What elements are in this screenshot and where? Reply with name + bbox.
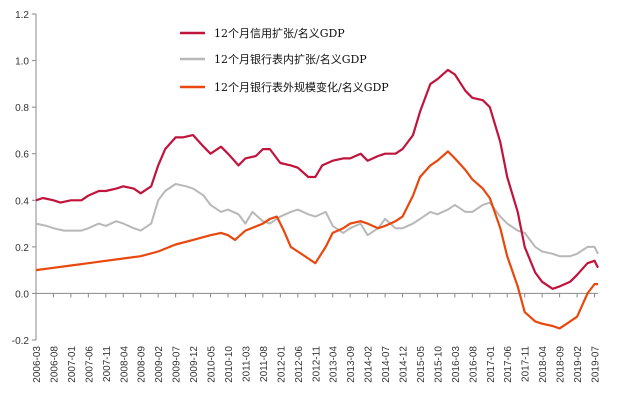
x-tick-label: 2007-01 — [67, 346, 78, 383]
x-tick-label: 2013-09 — [346, 346, 357, 383]
series-line-onbalance — [35, 183, 599, 258]
x-tick-label: 2018-04 — [538, 346, 549, 383]
x-tick-label: 2014-07 — [381, 346, 392, 383]
x-tick-label: 2015-10 — [433, 346, 444, 383]
legend-label-offbalance: 12个月银行表外规模变化/名义GDP — [214, 80, 389, 94]
series-layer — [35, 68, 599, 330]
x-tick-label: 2013-04 — [329, 346, 340, 383]
legend-item-credit: 12个月信用扩张/名义GDP — [180, 26, 345, 40]
x-tick-label: 2016-03 — [451, 346, 462, 383]
x-tick-label: 2018-09 — [556, 346, 567, 383]
x-tick-label: 2014-02 — [364, 346, 375, 383]
y-tick-label: -0.2 — [12, 336, 30, 347]
x-tick-label: 2012-11 — [311, 346, 322, 382]
legend-label-credit: 12个月信用扩张/名义GDP — [214, 26, 345, 40]
x-tick-label: 2011-03 — [241, 346, 252, 382]
x-tick-label: 2007-11 — [102, 346, 113, 382]
x-tick-label: 2019-07 — [591, 346, 602, 383]
legend-item-offbalance: 12个月银行表外规模变化/名义GDP — [180, 80, 389, 94]
x-tick-label: 2017-11 — [521, 346, 532, 382]
x-tick-label: 2010-10 — [224, 346, 235, 383]
y-tick-label: 0.4 — [15, 196, 29, 207]
x-tick-label: 2011-08 — [259, 346, 270, 382]
series-line-offbalance — [35, 150, 598, 330]
x-tick-label: 2006-08 — [49, 346, 60, 383]
legend-item-onbalance: 12个月银行表内扩张/名义GDP — [180, 52, 367, 66]
x-tick-label: 2009-02 — [154, 346, 165, 383]
x-tick-label: 2012-06 — [294, 346, 305, 383]
y-tick-label: 1.2 — [15, 10, 29, 21]
x-tick-label: 2015-05 — [416, 346, 427, 383]
y-tick-label: 0.0 — [15, 289, 29, 300]
series-line-credit — [35, 68, 599, 290]
x-tick-label: 2008-04 — [119, 346, 130, 383]
x-tick-label: 2010-05 — [207, 346, 218, 383]
x-tick-label: 2009-07 — [172, 346, 183, 383]
x-tick-label: 2017-06 — [503, 346, 514, 383]
x-tick-label: 2019-02 — [573, 346, 584, 383]
x-axis-ticks: 2006-03 2006-08 2007-01 2007-06 2007-11 2008-… — [32, 293, 602, 383]
x-tick-label: 2012-01 — [276, 346, 287, 383]
axes: 1.2 1.0 0.8 0.6 0.4 0.2 0.0 -0.2 2006-03 2006-08… — [12, 10, 602, 383]
legend: 12个月信用扩张/名义GDP 12个月银行表内扩张/名义GDP 12个月银行表外… — [180, 26, 389, 94]
x-tick-label: 2006-03 — [32, 346, 43, 383]
y-tick-label: 0.2 — [15, 243, 29, 254]
x-tick-label: 2014-12 — [399, 346, 410, 383]
x-tick-label: 2016-08 — [468, 346, 479, 383]
legend-label-onbalance: 12个月银行表内扩张/名义GDP — [214, 52, 367, 66]
y-axis-ticks: 1.2 1.0 0.8 0.6 0.4 0.2 0.0 -0.2 — [12, 10, 36, 347]
x-tick-label: 2017-01 — [486, 346, 497, 383]
x-tick-label: 2008-09 — [137, 346, 148, 383]
x-tick-label: 2009-12 — [189, 346, 200, 383]
y-tick-label: 0.8 — [15, 103, 29, 114]
x-tick-label: 2007-06 — [84, 346, 95, 383]
y-tick-label: 0.6 — [15, 150, 29, 161]
y-tick-label: 1.0 — [15, 57, 29, 68]
